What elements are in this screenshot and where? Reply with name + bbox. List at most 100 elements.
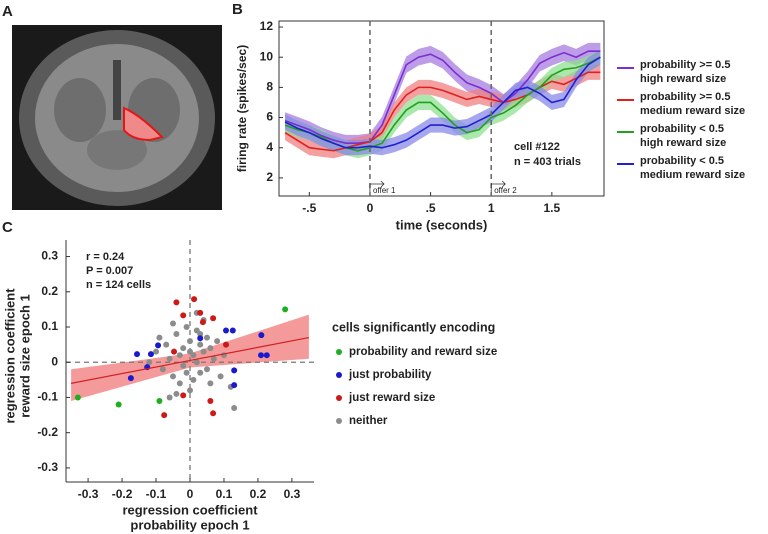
x-tick-label: 1.5 [544,201,561,215]
event-label: offer 1 [373,186,396,195]
y-tick-label: -0.3 [37,460,58,474]
scatter-point [170,320,177,327]
scatter-point [176,380,183,387]
y-tick-label: 8 [266,80,273,94]
scatter-point [180,362,187,369]
legend-label: probability >= 0.5 medium reward size [640,91,746,117]
series-line [284,50,601,144]
scatter-point [159,366,166,373]
x-tick-label: 0.3 [284,487,301,501]
legend-label: probability and reward size [349,346,497,358]
x-tick-label: -.5 [302,201,316,215]
y-tick-label: 2 [266,170,273,184]
x-tick-label: 0 [187,487,194,501]
annotation: n = 124 cells [86,279,151,291]
y-tick-label: -0.2 [37,425,58,439]
scatter-point [282,306,289,313]
scatter-point [229,327,236,334]
legend-swatch [336,349,342,355]
scatter-point [173,390,180,397]
mri-image [12,25,222,210]
annotation: r = 0.24 [86,251,125,263]
scatter-point [173,331,180,338]
y-tick-label: 6 [266,110,273,124]
x-tick-label: .5 [426,201,436,215]
scatter-point [258,332,265,339]
legend-swatch [336,372,342,378]
scatter-point [197,309,204,316]
scatter-point [231,405,238,412]
y-tick-label: 0.1 [41,319,58,333]
scatter-point [134,351,141,358]
scatter-point [146,359,153,366]
y-tick-label: 12 [260,19,274,33]
scatter-point [115,401,122,408]
scatter-point [156,397,163,404]
scatter-point [231,382,238,389]
scatter-point [191,296,198,303]
scatter-point [197,341,204,348]
fit-line [70,336,310,384]
scatter-point [180,312,187,319]
x-tick-label: 1 [488,201,495,215]
scatter-point [193,359,200,366]
scatter-point [210,315,217,322]
legend-title: cells significantly encoding [332,320,495,334]
x-axis-label: probability epoch 1 [130,517,249,532]
scatter-point [183,369,190,376]
annotation: cell #122 [514,141,560,153]
scatter-point [153,348,160,355]
scatter-point [74,394,81,401]
y-tick-label: 10 [260,49,274,63]
y-tick-label: 0 [51,354,58,368]
scatter-point [171,348,178,355]
x-axis-label: time (seconds) [396,217,488,232]
scatter-point [223,327,230,334]
scatter-point [223,341,230,348]
x-tick-label: 0.2 [250,487,267,501]
legend-label: just probability [348,369,432,381]
scatter-point [258,352,265,359]
panel-label: B [232,1,243,18]
scatter-point [203,334,210,341]
event-arrow [490,180,506,192]
x-axis-label: regression coefficient [122,502,258,517]
panel-label: A [2,3,13,20]
legend-label: probability >= 0.5 high reward size [640,59,731,85]
annotation: P = 0.007 [86,265,133,277]
scatter-point [180,392,187,399]
scatter-point [161,412,168,419]
annotation: n = 403 trials [514,156,581,168]
scatter-point [263,352,270,359]
scatter-point [197,335,204,342]
scatter-point [156,334,163,341]
y-axis-label: firing rate (spikes/sec) [235,45,249,172]
event-arrow [369,180,385,192]
series-line [284,71,601,152]
legend-label: just reward size [348,392,435,404]
scatter-point [207,345,214,352]
y-axis-label: regression coefficient [2,288,17,424]
x-tick-label: 0.1 [216,487,233,501]
x-tick-label: -0.3 [78,487,99,501]
legend-swatch [336,395,342,401]
scatter-point [155,342,162,349]
y-axis-label: reward size epoch 1 [17,294,32,418]
scatter-point [166,355,173,362]
scatter-point [173,299,180,306]
scatter-point [217,373,224,380]
scatter-point [180,345,187,352]
scatter-point [187,387,193,394]
legend-label: neither [349,415,388,427]
y-tick-label: -0.1 [37,390,58,404]
scatter-point [210,410,217,417]
scatter-point [203,366,210,373]
scatter-point [200,348,207,355]
y-tick-label: 0.3 [41,249,58,263]
scatter-point [210,355,217,362]
scatter-point [214,338,221,345]
scatter-point [207,380,214,387]
scatter-point [197,369,204,376]
